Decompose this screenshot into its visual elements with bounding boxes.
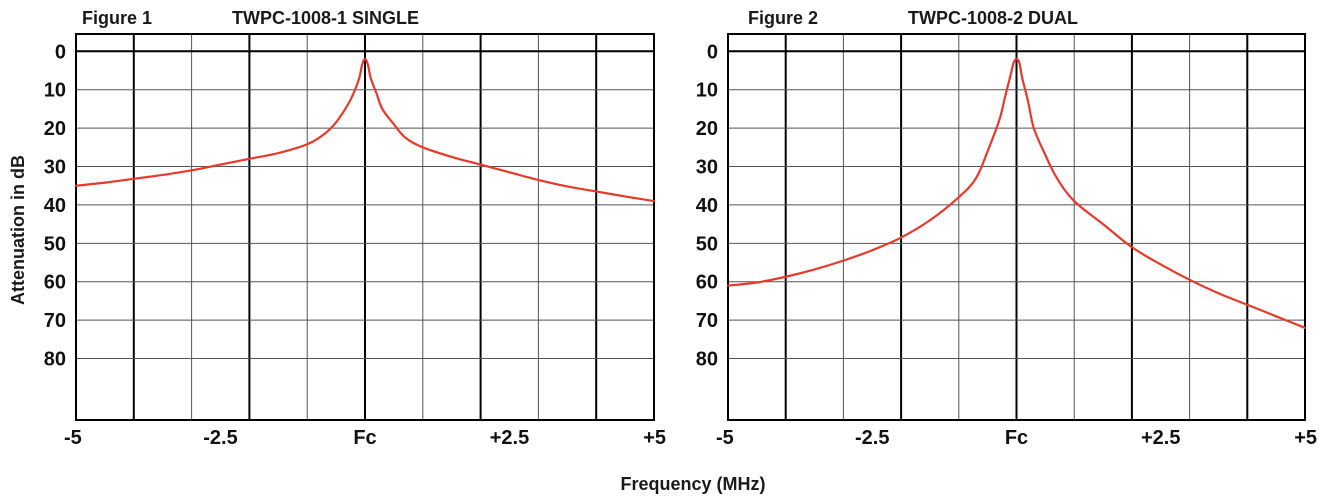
x-axis-title: Frequency (MHz) [620,474,765,494]
plot-frame [727,33,1306,421]
y-tick-label: 50 [696,233,718,255]
chart-panel-2: Figure 2 TWPC-1008-2 DUAL 0 10 20 30 40 50 60 70 8… [696,8,1317,449]
x-tick-label: Fc [1005,427,1028,449]
y-tick-label: 10 [696,80,718,102]
y-tick-label: 70 [696,310,718,332]
x-tick-label: +2.5 [1141,427,1180,449]
y-axis-title: Attenuation in dB [8,155,28,305]
x-tick-label: Fc [353,427,376,449]
y-tick-label: 20 [696,118,718,140]
y-tick-label: 40 [696,195,718,217]
figure-label: Figure 2 [748,8,818,28]
y-tick-label: 30 [44,157,66,179]
y-tick-label: 0 [55,41,66,63]
plot-frame [75,33,655,421]
y-tick-label: 40 [44,195,66,217]
x-tick-label: -5 [716,427,734,449]
y-tick-label: 60 [44,272,66,294]
chart-panel-1: Figure 1 TWPC-1008-1 SINGLE 0 10 20 30 40 50 60 7… [44,8,666,449]
x-tick-label: -5 [64,427,82,449]
y-tick-label: 30 [696,157,718,179]
chart-title: TWPC-1008-1 SINGLE [232,8,419,28]
x-tick-label: +5 [1294,427,1317,449]
figure-label: Figure 1 [82,8,152,28]
y-tick-label: 50 [44,233,66,255]
attenuation-curve [726,57,1307,329]
y-tick-label: 10 [44,80,66,102]
y-tick-label: 80 [44,349,66,371]
attenuation-curve [74,57,656,203]
y-tick-label: 80 [696,349,718,371]
y-tick-label: 20 [44,118,66,140]
x-tick-label: -2.5 [203,427,237,449]
x-tick-label: +2.5 [490,427,529,449]
y-tick-label: 60 [696,272,718,294]
y-tick-label: 70 [44,310,66,332]
x-tick-label: +5 [643,427,666,449]
x-tick-label: -2.5 [855,427,889,449]
chart-title: TWPC-1008-2 DUAL [908,8,1078,28]
y-tick-label: 0 [707,41,718,63]
